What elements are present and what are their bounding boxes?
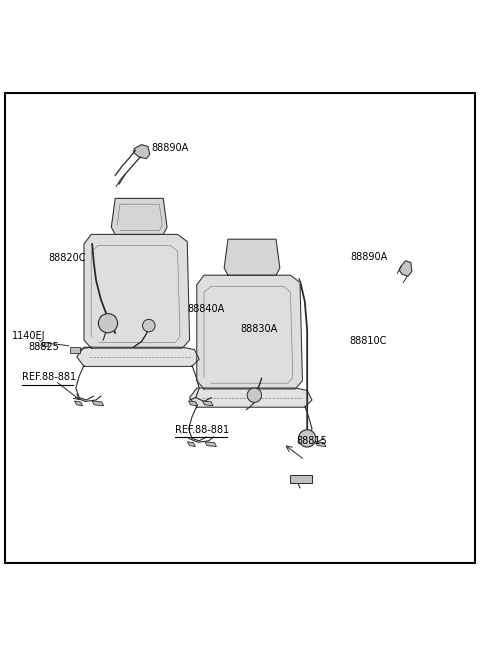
Circle shape [247,388,262,402]
Text: 88890A: 88890A [151,143,189,153]
Text: 88815: 88815 [297,436,327,445]
Polygon shape [399,261,412,276]
Circle shape [143,319,155,332]
Circle shape [98,314,118,333]
Text: 88810C: 88810C [349,337,387,346]
Polygon shape [133,144,150,159]
Text: 88825: 88825 [29,342,60,352]
Text: REF.88-881: REF.88-881 [175,424,229,434]
Polygon shape [197,276,302,389]
Bar [70,347,80,353]
Polygon shape [111,198,167,234]
Polygon shape [224,239,280,276]
Polygon shape [77,347,199,367]
Polygon shape [187,441,195,447]
Polygon shape [315,441,326,447]
Bar [290,475,312,483]
Circle shape [299,430,316,447]
Polygon shape [189,401,198,406]
Polygon shape [92,401,104,406]
Text: 1140EJ: 1140EJ [12,331,46,341]
Text: 88820C: 88820C [48,253,85,263]
Text: 88830A: 88830A [240,324,277,335]
Polygon shape [190,388,312,407]
Polygon shape [205,441,216,447]
Polygon shape [203,401,213,406]
Bar [42,342,48,346]
Text: REF.88-881: REF.88-881 [22,372,76,382]
Text: 88840A: 88840A [187,304,225,314]
Polygon shape [74,401,83,406]
Polygon shape [301,441,311,447]
Text: 88890A: 88890A [350,253,388,262]
Polygon shape [84,234,190,348]
